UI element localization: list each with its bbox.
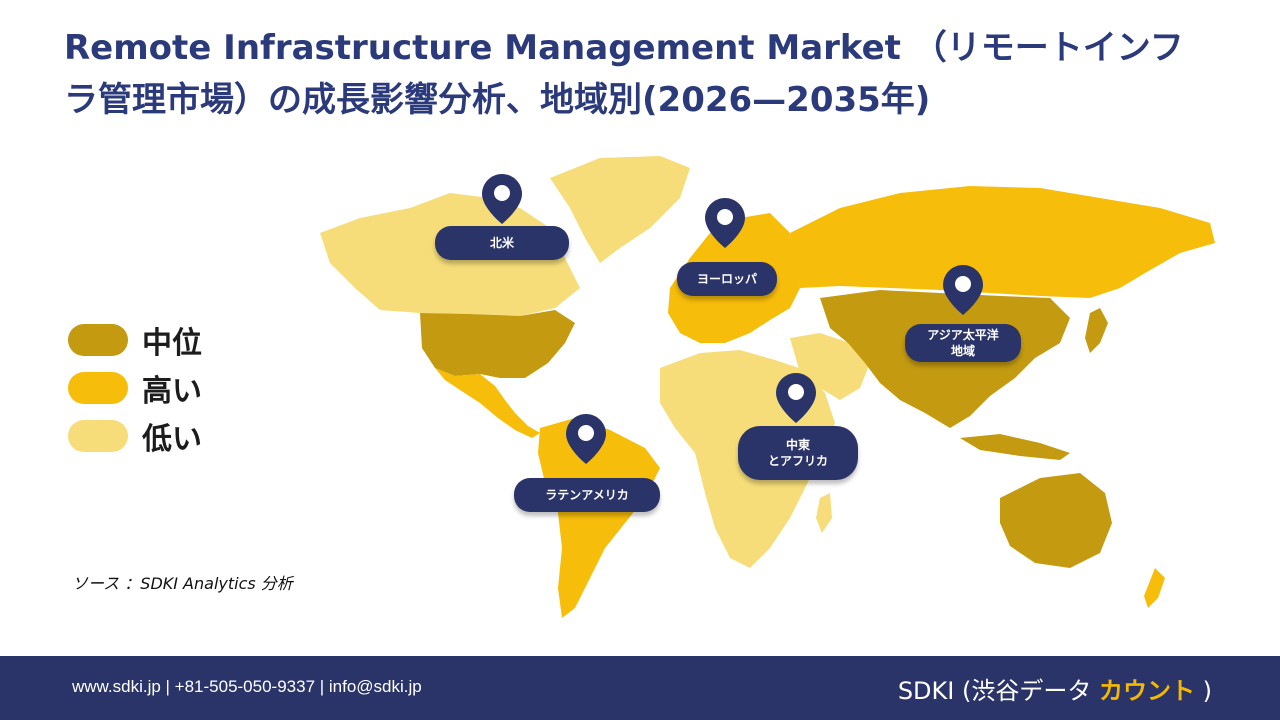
japan [1085,308,1108,353]
legend-label: 高い [142,374,202,409]
legend: 中位 高い 低い [68,316,202,460]
region-label-text: 北米 [489,236,514,250]
region-label-text: ラテンアメリカ [545,488,629,502]
legend-item-medium: 中位 [68,316,202,364]
brand-text: SDKI (渋谷データ [897,677,1092,705]
region-label-text: 中東 [785,438,810,452]
usa [420,310,575,378]
legend-label: 低い [142,422,202,457]
region-label-latam: ラテンアメリカ [514,478,660,512]
se-asia-islands [960,434,1070,460]
legend-swatch [68,372,128,404]
legend-item-high: 高い [68,364,202,412]
contact-info[interactable]: www.sdki.jp | +81-505-050-9337 | info@sd… [72,677,422,696]
location-pin-icon [705,198,745,248]
brand-close-paren: ) [1202,677,1212,705]
legend-swatch [68,324,128,356]
location-pin-icon [482,174,522,224]
location-pin-icon [943,265,983,315]
russia [790,186,1215,298]
south-america [538,418,660,618]
world-map [320,156,1215,618]
legend-item-low: 低い [68,412,202,460]
source-note: ソース ：SDKI Analytics 分析 [72,574,293,593]
madagascar [816,493,832,533]
legend-label: 中位 [142,326,202,361]
page-title: Remote Infrastructure Management Market … [64,28,1184,120]
brand-logo: SDKI (渋谷データ カウント ) [898,671,1212,706]
middle-east [790,333,870,400]
region-label-mea: 中東 とアフリカ [738,426,858,480]
location-pin-icon [566,414,606,464]
greenland [550,156,690,263]
region-label-text: ヨーロッパ [696,272,757,286]
region-label-text: アジア太平洋 [927,328,999,342]
new-zealand [1144,568,1165,608]
region-label-text: とアフリカ [767,454,828,468]
region-label-north-america: 北米 [435,226,569,260]
legend-swatch [68,420,128,452]
mexico-central-america [435,368,540,438]
region-label-text: 地域 [950,344,975,358]
region-label-apac: アジア太平洋 地域 [905,324,1021,362]
australia [1000,473,1112,568]
footer: www.sdki.jp | +81-505-050-9337 | info@sd… [0,656,1280,720]
brand-accent-text: カウント [1098,677,1195,705]
location-pin-icon [776,373,816,423]
region-label-europe: ヨーロッパ [677,262,777,296]
